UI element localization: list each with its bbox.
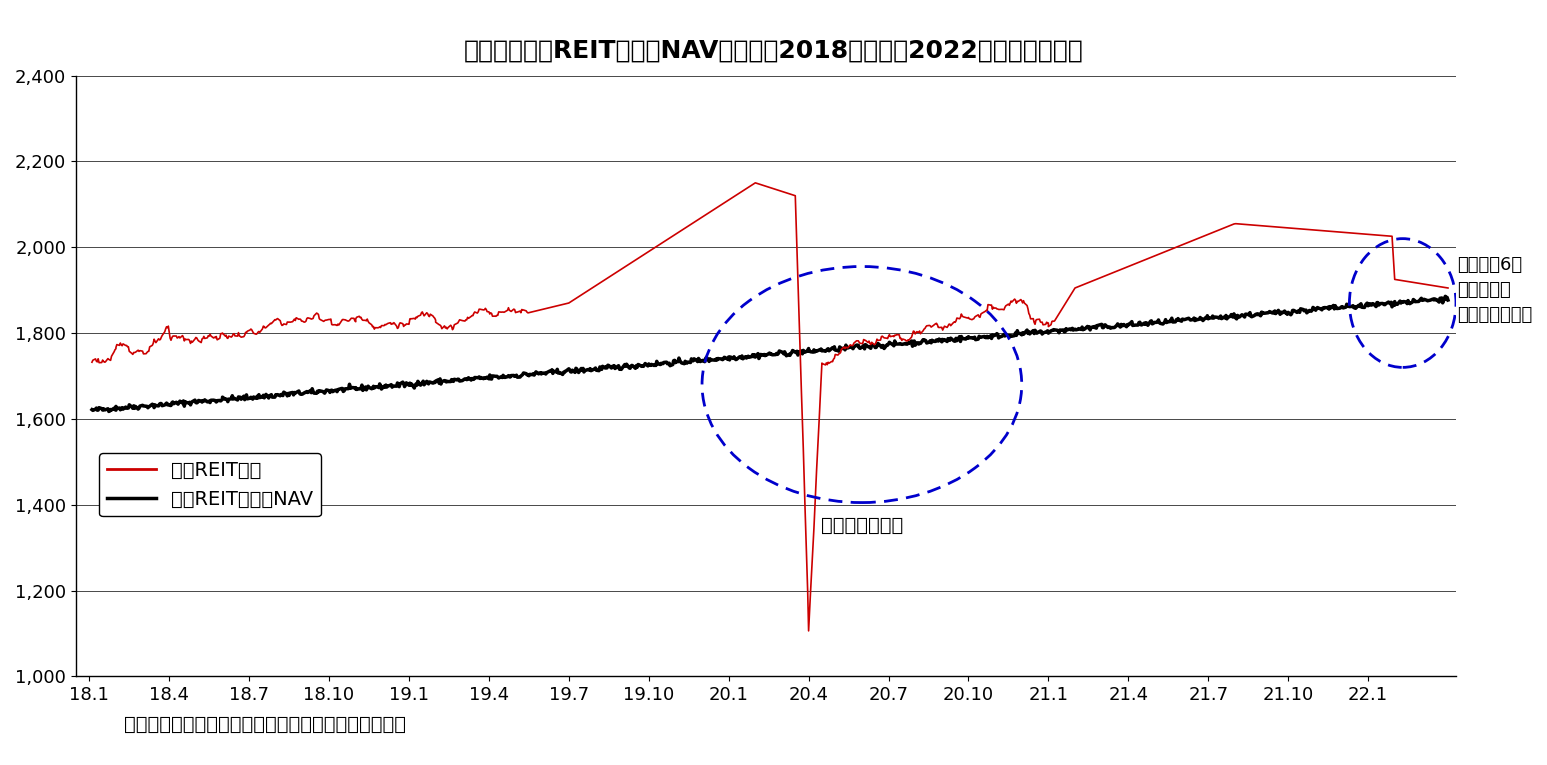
Text: コロナ第6波
米国利上げ
ウクライナ侵攻: コロナ第6波 米国利上げ ウクライナ侵攻 <box>1457 256 1532 324</box>
Text: コロナショック: コロナショック <box>821 516 903 535</box>
Text: （資料）開示資料をもとにニッセイ基礎研究所が作成: （資料）開示資料をもとにニッセイ基礎研究所が作成 <box>124 715 405 734</box>
Text: 図表１：東証REIT指数とNAVの推移（2018年１月～2022年３月、日次）: 図表１：東証REIT指数とNAVの推移（2018年１月～2022年３月、日次） <box>464 38 1083 62</box>
Legend: 東証REIT指数, 東証REIT指数のNAV: 東証REIT指数, 東証REIT指数のNAV <box>99 453 322 516</box>
